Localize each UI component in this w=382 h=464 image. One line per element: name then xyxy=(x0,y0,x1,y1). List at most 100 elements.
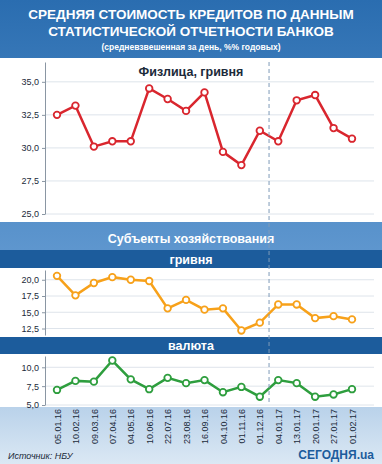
marker xyxy=(201,89,208,96)
tick-label: 13.01.17 xyxy=(292,409,302,444)
tick-label: 32,5 xyxy=(21,110,39,120)
tick-label: 01.11.16 xyxy=(237,409,247,443)
panel-title: Физлица, гривня xyxy=(139,65,244,79)
tick-label: 16.09.16 xyxy=(200,409,210,444)
marker xyxy=(201,306,208,313)
x-axis: 05.01.1610.02.1609.03.1607.04.1604.05.16… xyxy=(53,409,358,444)
marker xyxy=(330,125,337,132)
tick-mark xyxy=(42,405,45,406)
grid-line xyxy=(45,296,374,297)
marker xyxy=(54,387,61,394)
y-tick: 7,5 xyxy=(26,382,45,392)
tick-mark xyxy=(42,296,45,297)
tick-mark xyxy=(42,82,45,83)
marker xyxy=(220,149,227,156)
marker xyxy=(183,380,190,387)
marker xyxy=(330,313,337,320)
tick-label: 12,5 xyxy=(21,324,39,334)
marks xyxy=(54,357,356,400)
grid-line xyxy=(45,312,374,313)
grid-line xyxy=(45,180,374,181)
marker xyxy=(312,393,319,400)
marker xyxy=(91,280,98,287)
grid xyxy=(45,280,374,329)
tick-label: 10.06.16 xyxy=(145,409,155,444)
marker xyxy=(127,138,134,145)
tick-label: 23.08.16 xyxy=(182,409,192,444)
marker xyxy=(349,135,356,142)
series-line xyxy=(57,276,352,331)
panel-title: валюта xyxy=(168,339,215,353)
tick-label: 09.03.16 xyxy=(90,409,100,444)
marker xyxy=(275,138,282,145)
tick-label: 25,0 xyxy=(21,209,39,219)
tick-label: 01.12.16 xyxy=(255,409,265,444)
marker xyxy=(257,127,264,134)
tick-mark xyxy=(42,115,45,116)
marker xyxy=(146,386,153,393)
panel-band xyxy=(0,337,382,354)
grid-line xyxy=(45,367,374,368)
x-tick: 23.08.16 xyxy=(182,409,192,444)
series-line xyxy=(57,361,352,397)
tick-mark xyxy=(42,148,45,149)
y-tick: 10,0 xyxy=(21,363,45,373)
tick-label: 01.02.17 xyxy=(348,409,358,444)
marker xyxy=(312,315,319,322)
tick-label: 10,0 xyxy=(21,363,39,373)
marker xyxy=(72,378,79,385)
section-title: Субъекты хозяйствования xyxy=(108,232,275,246)
marker xyxy=(220,389,227,396)
tick-label: 10.02.16 xyxy=(71,409,81,444)
marker xyxy=(349,386,356,393)
marker xyxy=(146,85,153,92)
marker xyxy=(164,96,171,103)
panel-1: гривня12,515,017,520,0 xyxy=(0,250,382,337)
axis-line xyxy=(45,271,46,336)
marker xyxy=(330,391,337,398)
plot-background xyxy=(0,58,382,222)
y-tick: 30,0 xyxy=(21,143,45,153)
marker xyxy=(275,301,282,308)
x-tick: 04.05.16 xyxy=(126,409,136,444)
marker xyxy=(257,393,264,400)
marker xyxy=(183,297,190,304)
x-tick: 01.02.17 xyxy=(348,409,358,444)
y-tick: 27,5 xyxy=(21,176,45,186)
x-tick: 27.01.17 xyxy=(329,409,339,444)
tick-label: 15,0 xyxy=(21,308,39,318)
marker xyxy=(164,375,171,382)
tick-label: 04.01.17 xyxy=(274,409,284,444)
tick-label: 27.01.17 xyxy=(329,409,339,444)
tick-label: 17,5 xyxy=(21,291,39,301)
x-tick: 01.11.16 xyxy=(237,409,247,443)
panel-title: гривня xyxy=(169,253,212,267)
x-tick: 04.10.16 xyxy=(219,409,229,444)
x-tick: 22.07.16 xyxy=(163,409,173,444)
marker xyxy=(54,273,61,280)
marker xyxy=(275,377,282,384)
marker xyxy=(54,112,61,119)
marker xyxy=(91,378,98,385)
tick-label: 7,5 xyxy=(26,382,39,392)
series-line xyxy=(57,88,352,165)
panel-2: валюта5,07,510,005.01.1610.02.1609.03.16… xyxy=(0,337,382,444)
marker xyxy=(220,305,227,312)
marker xyxy=(293,97,300,104)
marker xyxy=(72,102,79,109)
marker xyxy=(109,274,116,281)
grid-line xyxy=(45,405,374,406)
tick-mark xyxy=(42,214,45,215)
tick-mark xyxy=(42,329,45,330)
grid-line xyxy=(45,328,374,329)
y-axis: 25,027,530,032,535,0 xyxy=(21,63,45,220)
tick-label: 20.01.17 xyxy=(311,409,321,444)
marker xyxy=(201,377,208,384)
tick-label: 07.04.16 xyxy=(108,409,118,444)
marker xyxy=(238,327,245,334)
grid xyxy=(45,82,374,214)
y-tick: 25,0 xyxy=(21,209,45,219)
marker xyxy=(293,301,300,308)
panel-band xyxy=(0,250,382,268)
logo: СЕГОДНЯ.ua xyxy=(298,448,374,462)
